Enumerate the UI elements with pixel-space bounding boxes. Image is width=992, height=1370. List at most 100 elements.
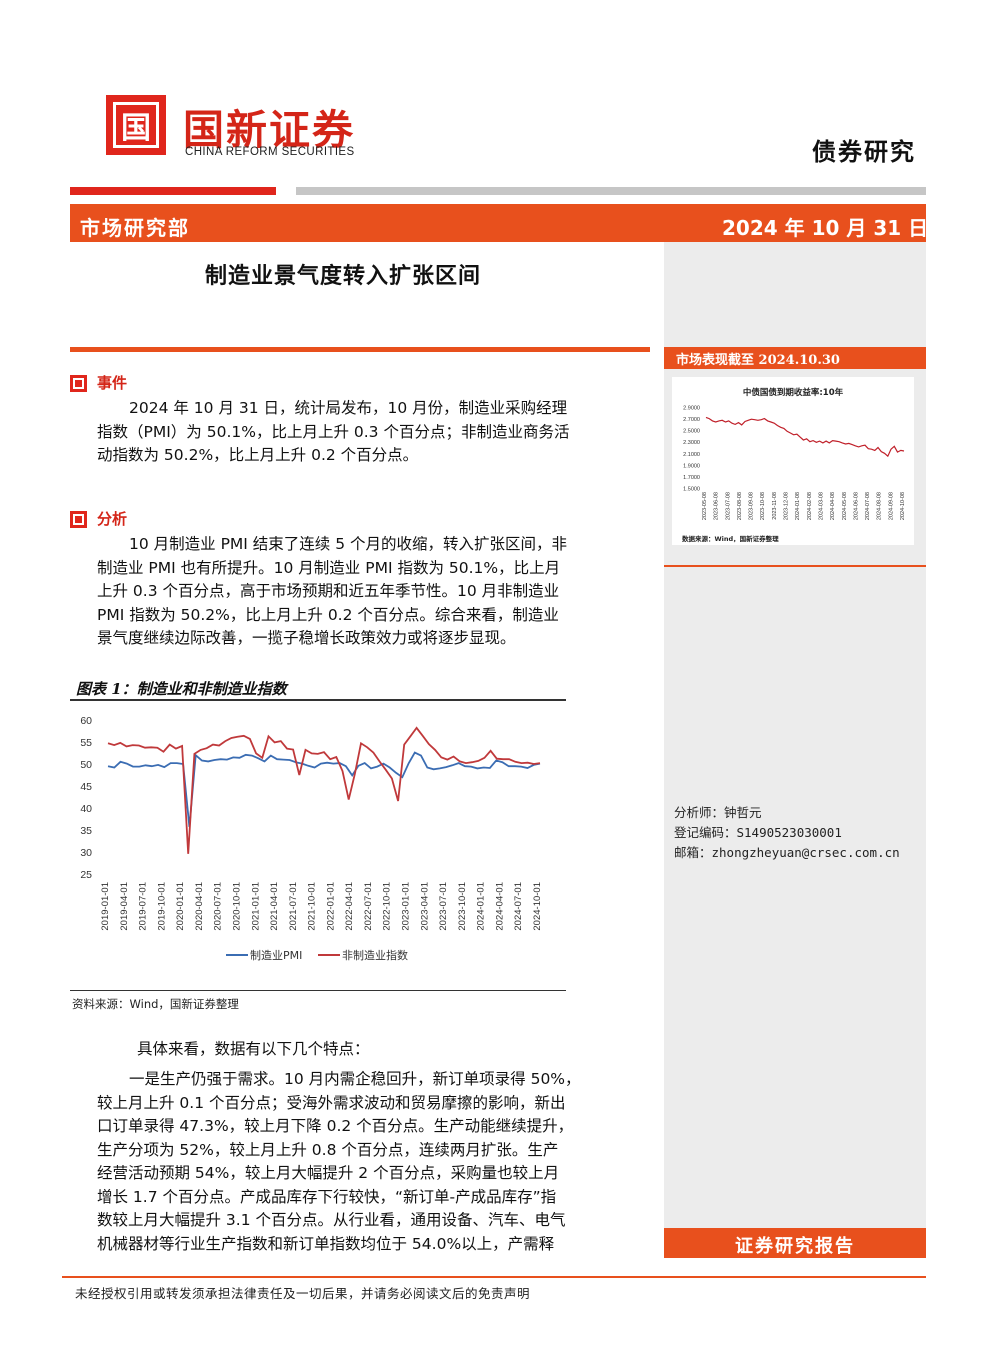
body-line: 机械器材等行业生产指数和新订单指数均位于 54.0%以上，产需释	[97, 1234, 555, 1253]
x-tick-label: 2022-07-01	[363, 882, 374, 931]
event-heading: 事件	[97, 374, 128, 392]
series-line-nonmfg	[107, 726, 541, 854]
mini-x-tick-label: 2023-09-08	[749, 492, 755, 520]
header-band-left	[70, 204, 680, 242]
y-tick-label: 60	[80, 715, 92, 727]
report-type-label: 证券研究报告	[735, 1236, 855, 1257]
y-tick-label: 45	[80, 781, 92, 793]
body-intro-line: 具体来看，数据有以下几个特点：	[137, 1040, 370, 1058]
y-tick-label: 50	[80, 759, 92, 771]
mini-x-tick-label: 2024-05-08	[842, 492, 848, 520]
mini-x-tick-label: 2024-04-08	[830, 492, 836, 520]
mini-x-tick-label: 2024-10-08	[900, 492, 906, 520]
x-tick-label: 2019-10-01	[156, 882, 167, 931]
x-tick-label: 2021-10-01	[307, 882, 318, 931]
x-tick-label: 2024-07-01	[513, 882, 524, 931]
mini-y-tick-label: 1.9000	[683, 463, 700, 469]
y-tick-label: 40	[80, 803, 92, 815]
analysis-heading: 分析	[97, 510, 128, 528]
event-section-icon	[70, 375, 87, 392]
x-tick-label: 2019-07-01	[138, 882, 149, 931]
analysis-line: PMI 指数为 50.2%，比上月上升 0.2 个百分点。综合来看，制造业	[97, 605, 559, 624]
analyst-name: 分析师：钟哲元	[674, 805, 762, 820]
body-paragraph: 一是生产仍强于需求。10 月内需企稳回升，新订单项录得 50%， 较上月上升 0…	[97, 1068, 649, 1256]
mini-x-tick-label: 2023-10-08	[760, 492, 766, 520]
body-line: 较上月上升 0.1 个百分点；受海外需求波动和贸易摩擦的影响，新出	[97, 1093, 566, 1112]
title-divider	[70, 347, 650, 352]
mini-x-tick-label: 2023-11-08	[772, 492, 778, 520]
figure-title: 图表 1：制造业和非制造业指数	[76, 680, 287, 698]
logo-glyph: 国	[121, 111, 151, 146]
pmi-chart: 60 55 50 45 40 35 30 25 2019-01-01 2019-04-01 2019…	[80, 715, 543, 962]
x-tick-label: 2023-10-01	[457, 882, 468, 931]
y-tick-label: 30	[80, 847, 92, 859]
body-line: 生产分项为 52%，较上月上升 0.8 个百分点，连续两月扩张。生产	[97, 1140, 559, 1159]
mini-chart-source: 数据来源：Wind，国新证券整理	[682, 534, 779, 543]
top-accent-bar	[70, 187, 276, 195]
mini-x-tick-label: 2023-12-08	[784, 492, 790, 520]
legend-label-pmi: 制造业PMI	[250, 948, 302, 962]
mini-x-tick-label: 2024-08-08	[877, 492, 883, 520]
body-line: 经营活动预期 54%，较上月大幅提升 2 个百分点，采购量也较上月	[97, 1164, 560, 1182]
x-tick-label: 2022-04-01	[344, 882, 355, 931]
analysis-line: 制造业 PMI 也有所提升。10 月制造业 PMI 指数为 50.1%，比上月	[97, 558, 561, 577]
analysis-line: 10 月制造业 PMI 结束了连续 5 个月的收缩，转入扩张区间，非	[129, 535, 568, 553]
x-tick-label: 2020-07-01	[213, 882, 224, 931]
x-tick-label: 2023-01-01	[401, 882, 412, 931]
logo-english: CHINA REFORM SECURITIES	[185, 146, 355, 158]
event-paragraph: 2024 年 10 月 31 日，统计局发布，10 月份，制造业采购经理 指数（…	[97, 397, 649, 468]
x-tick-label: 2024-10-01	[532, 882, 543, 931]
market-performance-bar	[664, 347, 926, 369]
x-tick-label: 2020-04-01	[194, 882, 205, 931]
header-band-right	[680, 204, 926, 242]
report-type-bar	[664, 1228, 926, 1258]
figure-bottom-rule	[70, 990, 566, 991]
mini-x-tick-label: 2024-09-08	[888, 492, 894, 520]
figure-top-rule	[70, 699, 566, 701]
report-date: 2024 年 10 月 31 日	[722, 216, 929, 240]
x-tick-label: 2022-01-01	[325, 882, 336, 931]
top-gray-bar	[296, 187, 926, 195]
mini-y-tick-label: 2.1000	[683, 452, 700, 458]
mini-y-tick-label: 1.7000	[683, 475, 700, 481]
mini-y-tick-label: 1.5000	[683, 487, 700, 493]
analysis-section-icon	[70, 511, 87, 528]
footer-disclaimer: 未经授权引用或转发须承担法律责任及一切后果，并请务必阅读文后的免责声明	[75, 1286, 531, 1301]
footer-rule	[62, 1276, 926, 1278]
x-tick-label: 2024-01-01	[476, 882, 487, 931]
mini-y-tick-label: 2.7000	[683, 417, 700, 423]
x-tick-label: 2024-04-01	[494, 882, 505, 931]
mini-series-line	[705, 416, 905, 458]
x-tick-label: 2021-01-01	[250, 882, 261, 931]
mini-chart-title: 中债国债到期收益率:10年	[743, 387, 844, 398]
x-tick-label: 2021-04-01	[269, 882, 280, 931]
x-tick-label: 2019-04-01	[119, 882, 130, 931]
registration-code: 登记编码：S1490523030001	[674, 825, 842, 840]
logo-text: 国新证券	[183, 106, 355, 154]
sidebar-divider	[664, 565, 926, 567]
mini-y-tick-label: 2.9000	[683, 406, 700, 412]
mini-x-tick-label: 2024-06-08	[853, 492, 859, 520]
page-title: 制造业景气度转入扩张区间	[205, 263, 482, 289]
analysis-paragraph: 10 月制造业 PMI 结束了连续 5 个月的收缩，转入扩张区间，非 制造业 P…	[97, 533, 649, 651]
y-tick-label: 35	[80, 825, 92, 837]
body-line: 口订单录得 47.3%，较上月下降 0.2 个百分点。生产动能继续提升，	[97, 1117, 574, 1135]
event-line: 2024 年 10 月 31 日，统计局发布，10 月份，制造业采购经理	[129, 399, 568, 417]
body-line: 增长 1.7 个百分点。产成品库存下行较快，“新订单-产成品库存”指	[97, 1187, 557, 1206]
mini-x-tick-label: 2024-03-08	[818, 492, 824, 520]
body-intro: 具体来看，数据有以下几个特点：	[97, 1038, 649, 1062]
mini-x-tick-label: 2023-06-08	[714, 492, 720, 520]
analysis-line: 上升 0.3 个百分点，高于市场预期和近五年季节性。10 月非制造业	[97, 582, 560, 600]
analysis-line: 景气度继续边际改善，一揽子稳增长政策效力或将逐步显现。	[97, 629, 516, 647]
mini-x-tick-label: 2023-07-08	[725, 492, 731, 520]
mini-x-tick-label: 2023-05-08	[702, 492, 708, 520]
mini-x-tick-label: 2024-02-08	[807, 492, 813, 520]
x-tick-label: 2020-01-01	[175, 882, 186, 931]
mini-x-tick-label: 2024-01-08	[795, 492, 801, 520]
x-tick-label: 2023-04-01	[419, 882, 430, 931]
event-line: 动指数为 50.2%，比上月上升 0.2 个百分点。	[97, 446, 419, 464]
mini-y-tick-label: 2.5000	[683, 429, 700, 435]
mini-x-tick-label: 2024-07-08	[865, 492, 871, 520]
x-tick-label: 2019-01-01	[100, 882, 111, 931]
x-tick-label: 2022-10-01	[382, 882, 393, 931]
